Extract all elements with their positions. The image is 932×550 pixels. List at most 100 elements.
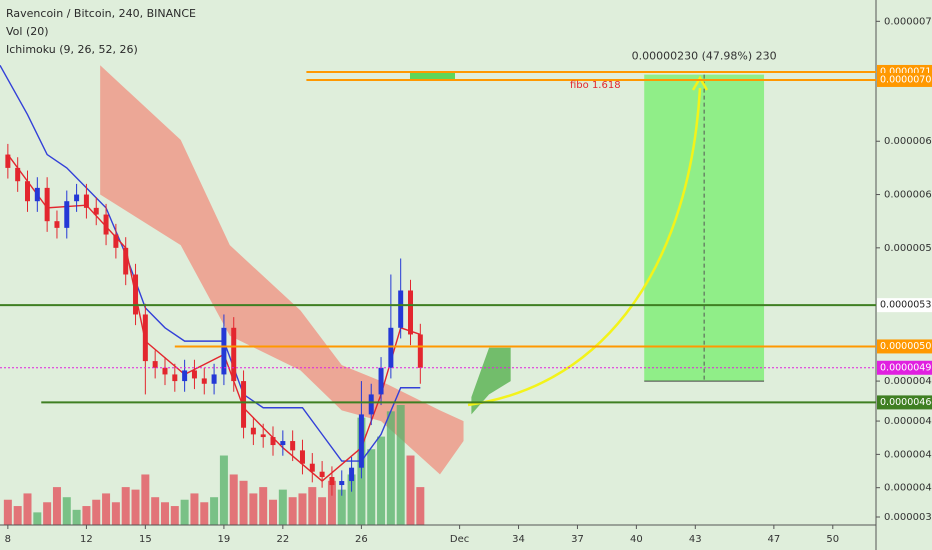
level-price-label: 0.00000706 (880, 74, 932, 85)
candle-body (339, 481, 345, 486)
candle-body (103, 214, 109, 235)
candle-body (417, 334, 423, 368)
volume-bar (62, 497, 71, 525)
candle-body (83, 194, 89, 208)
candle-body (93, 207, 99, 215)
indicator-label: Ichimoku (9, 26, 52, 26) (6, 43, 138, 56)
volume-bar (406, 455, 415, 525)
volume-bar (288, 497, 297, 525)
y-tick-label: 0.00000450 (884, 416, 932, 427)
volume-bar (131, 489, 140, 525)
drawing-box (410, 72, 455, 80)
volume-bar (200, 502, 209, 525)
fibo-label: fibo 1.618 (570, 80, 621, 91)
volume-bar (327, 480, 336, 525)
volume-bar (347, 474, 356, 525)
volume-bar (318, 497, 327, 525)
indicator-label: Vol (20) (6, 25, 49, 38)
candle-body (368, 394, 374, 415)
level-price-tag (877, 72, 932, 87)
cloud (100, 65, 464, 475)
candle-body (162, 367, 168, 375)
volume-bar (23, 493, 32, 525)
candle-body (54, 221, 60, 228)
chart-title: Ravencoin / Bitcoin, 240, BINANCE (6, 7, 196, 20)
position-label: 0.00000230 (47.98%) 230 (632, 50, 777, 63)
candle-body (408, 290, 414, 335)
candle-body (280, 441, 286, 446)
volume-bar (377, 436, 386, 525)
candle-body (241, 381, 247, 428)
volume-bar (151, 497, 160, 525)
volume-bar (92, 499, 101, 525)
volume-bar (416, 487, 425, 525)
x-tick-label: 40 (630, 534, 643, 545)
level-price-label: 0.00000490 (880, 362, 932, 373)
volume-bar (102, 493, 111, 525)
volume-bar (13, 506, 22, 525)
volume-bar (219, 455, 228, 525)
level-price-label: 0.00000464 (880, 397, 932, 408)
level-price-label: 0.00000506 (880, 341, 932, 352)
candle-body (5, 154, 11, 168)
x-tick-label: 15 (139, 534, 152, 545)
level-price-tag (877, 339, 932, 354)
volume-bar (298, 493, 307, 525)
candle-body (74, 194, 80, 202)
volume-bar (308, 487, 317, 525)
x-tick-label: 50 (826, 534, 839, 545)
volume-bar (396, 405, 405, 525)
candle-body (250, 427, 256, 435)
level-price-label: 0.00000712 (880, 66, 932, 77)
candle-body (378, 367, 384, 395)
candle-body (358, 414, 364, 468)
volume-bar (170, 506, 179, 525)
level-price-tag (877, 298, 932, 313)
volume-bar (121, 487, 130, 525)
volume-bar (180, 499, 189, 525)
volume-bar (229, 474, 238, 525)
projection-arrow (467, 87, 702, 407)
candle-body (182, 370, 188, 382)
candle-body (142, 314, 148, 362)
candle-body (113, 234, 119, 248)
volume-bar (210, 497, 219, 525)
candle-body (201, 378, 207, 384)
volume-bar (337, 489, 346, 525)
candle-body (191, 370, 197, 379)
candle-body (152, 361, 158, 368)
volume-bar (278, 489, 287, 525)
arrow-head (691, 75, 709, 91)
x-tick-label: 12 (80, 534, 93, 545)
volume-bar (141, 474, 150, 525)
x-tick-label: Dec (450, 534, 469, 545)
candle-body (349, 467, 355, 482)
candle-body (270, 437, 276, 446)
y-tick-label: 0.00000378 (884, 512, 932, 523)
candle-body (260, 434, 266, 438)
volume-bar (239, 480, 248, 525)
candle-body (133, 274, 139, 315)
volume-bar (82, 506, 91, 525)
volume-bar (33, 512, 42, 525)
x-tick-label: 37 (571, 534, 584, 545)
volume-bar (72, 509, 81, 525)
candle-body (290, 441, 296, 451)
volume-bar (259, 487, 268, 525)
candle-body (15, 167, 21, 182)
candle-body (221, 327, 227, 375)
candle-body (398, 290, 404, 328)
cloud-future (471, 347, 511, 415)
y-tick-label: 0.00000400 (884, 483, 932, 494)
candle-body (231, 327, 237, 382)
x-tick-label: 47 (767, 534, 780, 545)
candle-body (211, 374, 217, 384)
candle-body (123, 247, 129, 275)
x-tick-label: 43 (689, 534, 702, 545)
candle-body (299, 450, 305, 464)
volume-bar (190, 493, 199, 525)
level-price-label: 0.00000537 (880, 300, 932, 311)
y-tick-label: 0.00000580 (884, 243, 932, 254)
